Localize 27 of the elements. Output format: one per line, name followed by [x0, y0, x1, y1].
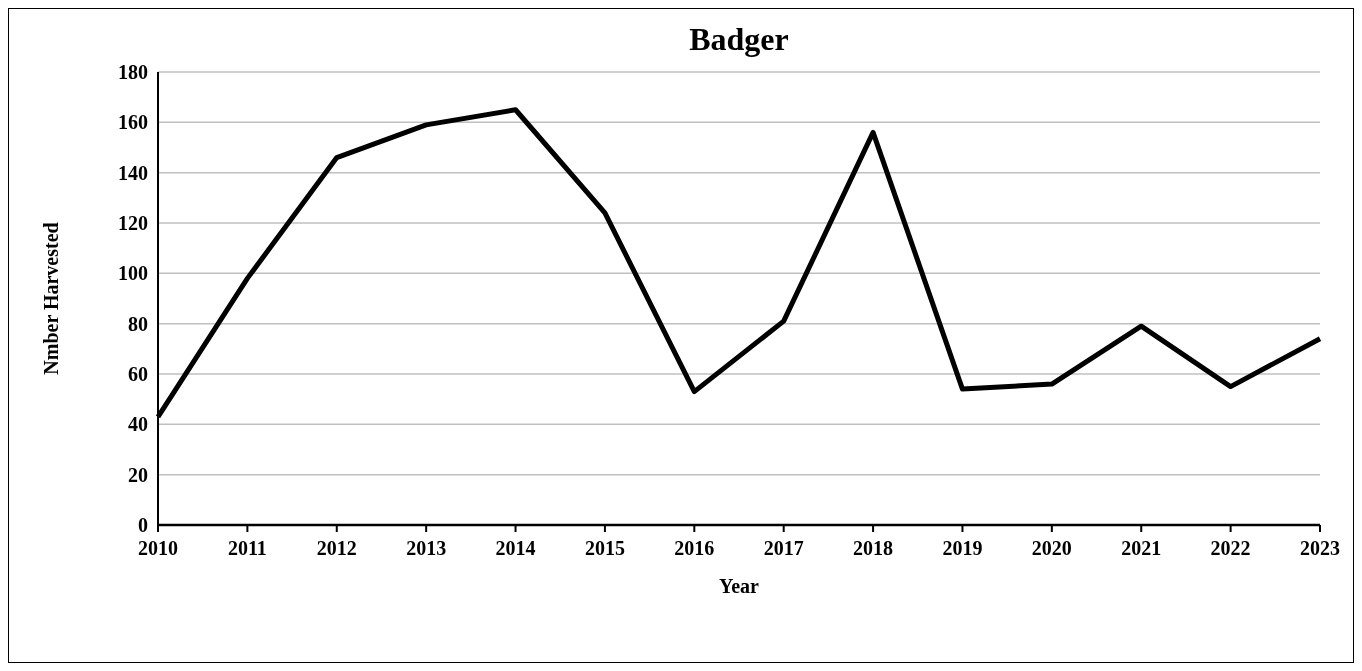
x-tick-label: 2021 [1121, 537, 1162, 559]
x-tick-label: 2012 [316, 537, 357, 559]
x-tick-label: 2022 [1210, 537, 1251, 559]
x-tick-label: 2023 [1300, 537, 1340, 559]
chart-title: Badger [689, 21, 789, 57]
y-tick-label: 60 [128, 363, 148, 385]
x-tick-label: 2011 [227, 537, 267, 559]
y-tick-label: 160 [118, 111, 148, 134]
x-tick-label: 2013 [406, 537, 447, 559]
y-tick-label: 20 [128, 463, 148, 486]
x-tick-label: 2010 [138, 537, 178, 559]
x-tick-label: 2020 [1031, 537, 1072, 559]
y-tick-label: 40 [128, 413, 148, 436]
y-tick-label: 180 [118, 61, 148, 83]
y-axis-title: Nmber Harvested [40, 222, 62, 375]
x-tick-label: 2016 [674, 537, 715, 559]
y-tick-label: 0 [138, 514, 148, 536]
x-tick-label: 2014 [495, 537, 536, 559]
y-tick-label: 100 [118, 262, 148, 285]
x-tick-label: 2015 [584, 537, 625, 559]
x-tick-label: 2018 [853, 537, 894, 559]
x-tick-label: 2017 [763, 537, 804, 559]
y-tick-label: 80 [128, 312, 148, 335]
x-axis-title: Year [719, 575, 760, 597]
y-tick-label: 140 [118, 161, 148, 184]
y-tick-label: 120 [118, 212, 148, 234]
x-tick-label: 2019 [942, 537, 983, 559]
